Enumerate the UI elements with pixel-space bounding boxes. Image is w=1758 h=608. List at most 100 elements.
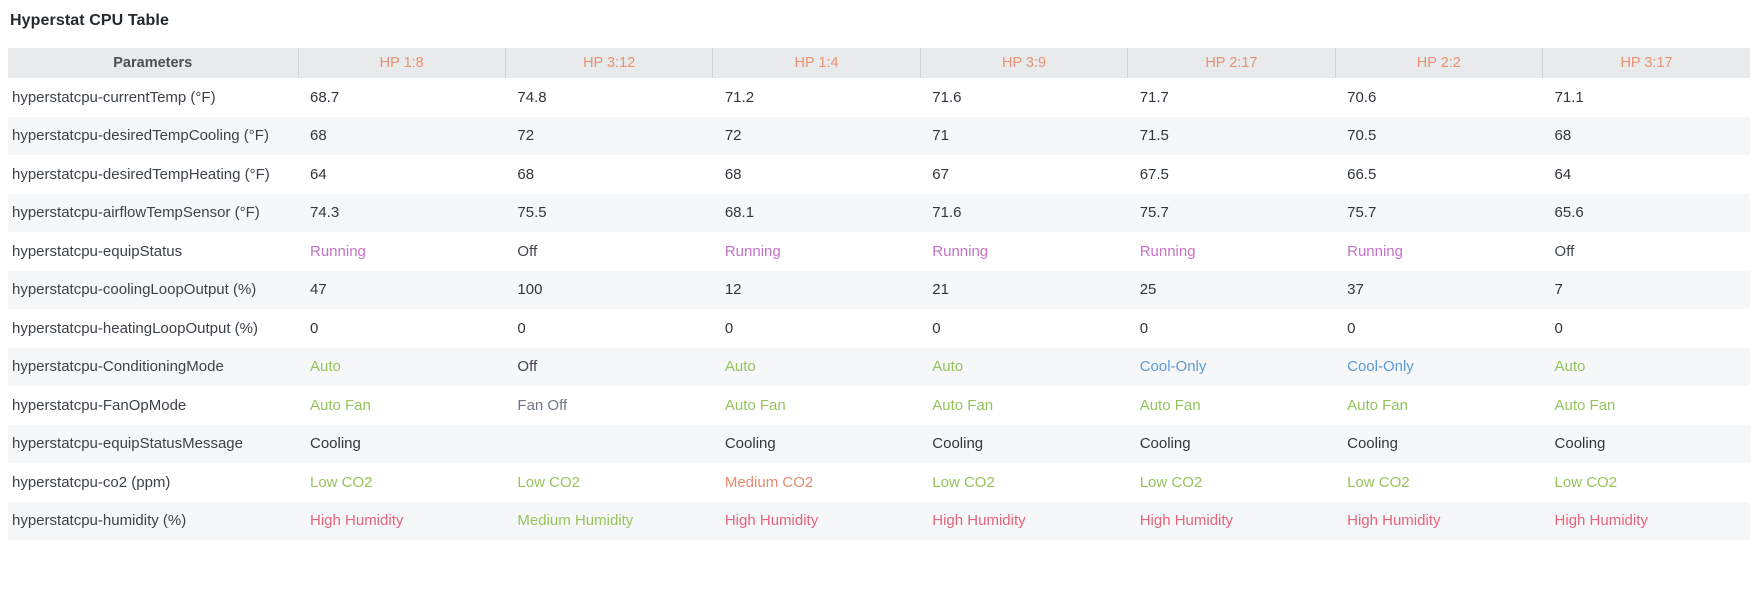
value-cell: Auto Fan (932, 396, 994, 414)
value-cell: Running (932, 242, 989, 260)
header-row: Parameters HP 1:8 HP 3:12 HP 1:4 HP 3:9 HP 2… (8, 48, 1750, 78)
hyperstat-cpu-table: Parameters HP 1:8 HP 3:12 HP 1:4 HP 3:9 HP 2… (8, 48, 1750, 540)
column-header-parameters: Parameters (8, 48, 298, 78)
value-cell: Auto (724, 358, 756, 376)
column-header-hp-3-12[interactable]: HP 3:12 (504, 48, 713, 78)
value-cell: Cooling (724, 435, 776, 453)
page: Hyperstat CPU Table Parameters HP 1:8 HP … (8, 12, 1750, 540)
value-cell: Cool-Only (1347, 358, 1414, 376)
value-cell: Off (517, 242, 538, 260)
value-cell: 68.7 (310, 88, 340, 106)
value-cell: Running (310, 242, 366, 260)
param-cell: hyperstatcpu-FanOpMode (12, 396, 187, 414)
value-cell: High Humidity (1347, 512, 1441, 530)
value-cell: Auto Fan (1347, 396, 1408, 414)
value-cell: 65.6 (1554, 204, 1584, 222)
value-cell: 70.5 (1347, 127, 1377, 145)
param-cell: hyperstatcpu-desiredTempCooling (°F) (12, 127, 269, 145)
value-cell: 71.6 (932, 88, 962, 106)
value-cell: Auto Fan (1139, 396, 1201, 414)
value-cell: Low CO2 (517, 473, 580, 491)
page-title: Hyperstat CPU Table (10, 12, 169, 29)
value-cell: Running (1139, 242, 1196, 260)
value-cell: Auto Fan (310, 396, 371, 414)
column-header-hp-2-17[interactable]: HP 2:17 (1127, 48, 1336, 78)
value-cell: Cooling (310, 435, 361, 453)
value-cell: Low CO2 (1139, 473, 1203, 491)
value-cell: 0 (1554, 319, 1563, 337)
value-cell: Medium CO2 (724, 473, 814, 491)
column-header-hp-3-17[interactable]: HP 3:17 (1542, 48, 1750, 78)
value-cell: Cooling (1139, 435, 1191, 453)
value-cell (505, 425, 712, 464)
table-row: hyperstatcpu-equipStatus Running Off Runnin… (8, 232, 1750, 271)
table-row: hyperstatcpu-humidity (%) High Humidity Me… (8, 501, 1750, 540)
value-cell: High Humidity (1554, 512, 1648, 530)
table-row: hyperstatcpu-heatingLoopOutput (%) 0 0 0 0 0 0… (8, 309, 1750, 348)
value-cell: 74.8 (517, 88, 547, 106)
value-cell: 0 (517, 319, 526, 337)
value-cell: 71.2 (724, 88, 755, 106)
value-cell: 64 (1554, 165, 1572, 183)
value-cell: High Humidity (724, 512, 819, 530)
value-cell: 71.6 (932, 204, 962, 222)
value-cell: Off (1554, 242, 1575, 260)
value-cell: 0 (310, 319, 319, 337)
value-cell: 71.7 (1139, 88, 1169, 106)
value-cell: 68 (517, 165, 535, 183)
value-cell: 74.3 (310, 204, 340, 222)
value-cell: 12 (724, 281, 742, 299)
column-header-hp-3-9[interactable]: HP 3:9 (919, 48, 1128, 78)
value-cell: 47 (310, 281, 327, 299)
value-cell: 71 (932, 127, 949, 145)
param-cell: hyperstatcpu-humidity (%) (12, 512, 187, 530)
table-row: hyperstatcpu-airflowTempSensor (°F) 74.3 7… (8, 193, 1750, 232)
value-cell: 71.1 (1554, 88, 1584, 106)
value-cell: Running (724, 242, 781, 260)
value-cell: Low CO2 (1554, 473, 1618, 491)
value-cell: Low CO2 (1347, 473, 1410, 491)
value-cell: High Humidity (932, 512, 1026, 530)
table-row: hyperstatcpu-ConditioningMode Auto Off Auto… (8, 347, 1750, 386)
value-cell: Off (517, 358, 538, 376)
value-cell: 75.7 (1347, 204, 1377, 222)
param-cell: hyperstatcpu-equipStatusMessage (12, 435, 243, 453)
value-cell: Auto (1554, 358, 1586, 376)
value-cell: Low CO2 (932, 473, 995, 491)
param-cell: hyperstatcpu-coolingLoopOutput (%) (12, 281, 257, 299)
value-cell: Cooling (932, 435, 984, 453)
value-cell: 72 (724, 127, 742, 145)
value-cell: 70.6 (1347, 88, 1377, 106)
value-cell: Auto Fan (724, 396, 786, 414)
param-cell: hyperstatcpu-ConditioningMode (12, 358, 224, 376)
table-row: hyperstatcpu-desiredTempCooling (°F) 68 72… (8, 116, 1750, 155)
value-cell: Auto (310, 358, 341, 376)
column-header-hp-1-4[interactable]: HP 1:4 (712, 48, 921, 78)
value-cell: 68.1 (724, 204, 755, 222)
value-cell: 64 (310, 165, 327, 183)
value-cell: Cooling (1554, 435, 1606, 453)
param-cell: hyperstatcpu-desiredTempHeating (°F) (12, 165, 270, 183)
value-cell: Cooling (1347, 435, 1398, 453)
value-cell: 68 (310, 127, 327, 145)
value-cell: 0 (932, 319, 941, 337)
column-header-hp-1-8[interactable]: HP 1:8 (297, 48, 506, 78)
value-cell: 21 (932, 281, 949, 299)
table-row: hyperstatcpu-coolingLoopOutput (%) 47 100 1… (8, 270, 1750, 309)
value-cell: 67 (932, 165, 949, 183)
table-head: Parameters HP 1:8 HP 3:12 HP 1:4 HP 3:9 HP 2… (8, 48, 1750, 78)
value-cell: 75.5 (517, 204, 547, 222)
param-cell: hyperstatcpu-currentTemp (°F) (12, 88, 216, 106)
value-cell: 0 (1139, 319, 1149, 337)
value-cell: 66.5 (1347, 165, 1377, 183)
value-cell: 68 (1554, 127, 1572, 145)
value-cell: 68 (724, 165, 742, 183)
table-row: hyperstatcpu-desiredTempHeating (°F) 64 68… (8, 155, 1750, 194)
value-cell: 71.5 (1139, 127, 1169, 145)
table-row: hyperstatcpu-currentTemp (°F) 68.7 74.8 71.… (8, 78, 1750, 117)
value-cell: Running (1347, 242, 1403, 260)
param-cell: hyperstatcpu-airflowTempSensor (°F) (12, 204, 260, 222)
value-cell: High Humidity (310, 512, 404, 530)
value-cell: Auto (932, 358, 964, 376)
column-header-hp-2-2[interactable]: HP 2:2 (1334, 48, 1543, 78)
